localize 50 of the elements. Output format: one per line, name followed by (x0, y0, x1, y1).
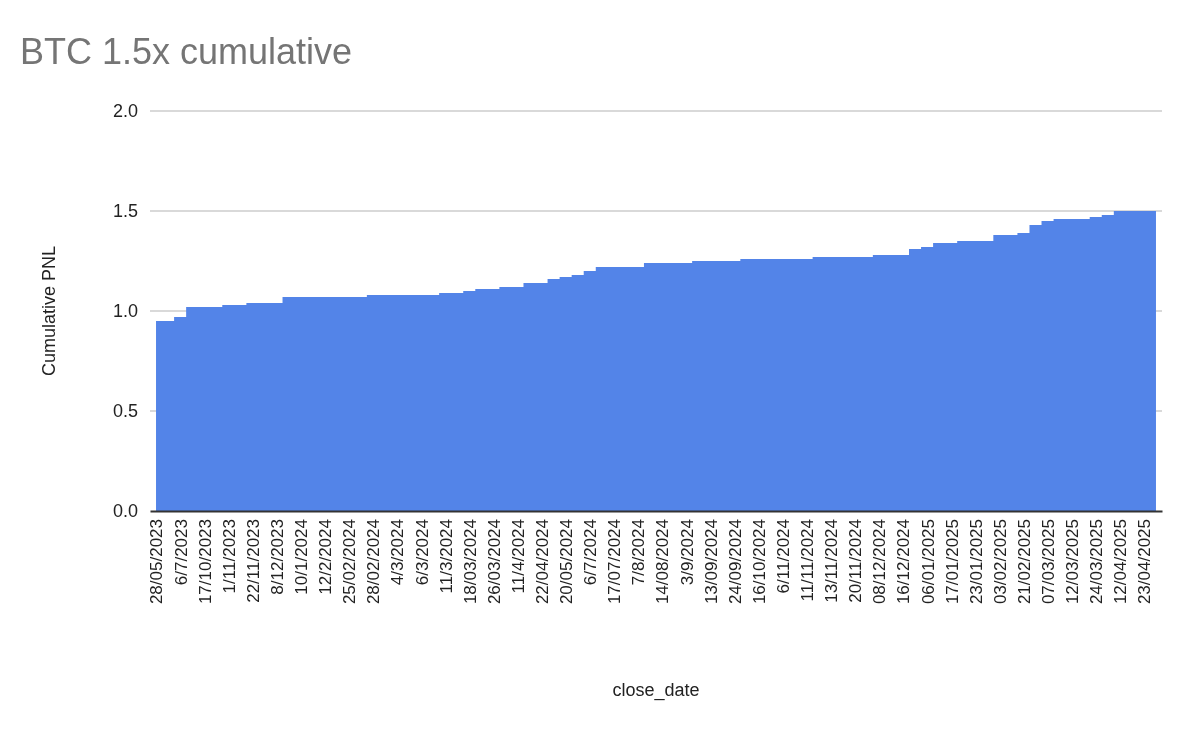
x-tick-label: 11/3/2024 (436, 519, 456, 594)
x-tick-label: 6/3/2024 (412, 519, 432, 586)
x-tick-label: 22/04/2024 (533, 519, 552, 605)
x-tick-label: 08/12/2024 (870, 519, 890, 605)
x-tick-label: 20/11/2024 (846, 519, 866, 603)
y-tick-label: 1.0 (112, 301, 138, 322)
x-tick-label: 11/11/2024 (798, 519, 818, 602)
y-tick-label: 1.5 (112, 201, 138, 222)
x-tick-label: 12/2/2024 (316, 519, 336, 595)
x-tick-label: 23/01/2025 (966, 519, 986, 605)
x-tick-label: 17/07/2024 (605, 519, 625, 605)
x-tick-label: 4/3/2024 (388, 519, 408, 586)
x-tick-label: 22/11/2023 (243, 519, 263, 603)
x-tick-label: 26/03/2024 (484, 519, 504, 605)
x-axis-title: close_date (612, 680, 700, 701)
y-axis-title: Cumulative PNL (39, 245, 59, 377)
x-tick-label: 13/09/2024 (701, 519, 721, 605)
x-tick-label: 6/7/2024 (581, 519, 601, 586)
x-tick-label: 21/02/2025 (1014, 519, 1034, 605)
x-tick-label: 3/9/2024 (677, 519, 697, 586)
y-tick-label: 0.5 (112, 401, 138, 422)
x-tick-label: 03/02/2025 (990, 519, 1010, 605)
x-tick-label: 7/8/2024 (629, 519, 649, 586)
x-tick-label: 07/03/2025 (1039, 519, 1058, 605)
x-tick-label: 24/09/2024 (725, 519, 745, 605)
x-tick-label: 17/01/2025 (942, 519, 962, 605)
x-tick-label: 17/10/2023 (195, 519, 215, 605)
x-tick-label: 11/4/2024 (508, 519, 528, 594)
x-tick-label: 06/01/2025 (918, 519, 938, 605)
x-tick-label: 16/10/2024 (749, 519, 769, 605)
y-tick-label: 0.0 (112, 501, 138, 522)
x-tick-label: 8/12/2023 (267, 519, 287, 595)
x-tick-label: 20/05/2024 (557, 519, 577, 605)
x-tick-label: 14/08/2024 (653, 519, 673, 605)
x-tick-label: 16/12/2024 (894, 519, 914, 605)
x-tick-label: 1/11/2023 (219, 519, 239, 594)
x-tick-label: 25/02/2024 (340, 519, 360, 605)
x-tick-label: 28/02/2024 (364, 519, 384, 605)
x-tick-label: 24/03/2025 (1087, 519, 1107, 605)
x-tick-label: 10/1/2024 (292, 519, 312, 595)
x-tick-label: 6/7/2023 (171, 519, 191, 586)
x-tick-label: 13/11/2024 (822, 519, 842, 603)
y-tick-label: 2.0 (112, 101, 138, 122)
x-tick-label: 6/11/2024 (773, 519, 793, 594)
x-tick-label: 28/05/2023 (147, 519, 167, 605)
x-tick-label: 12/03/2025 (1063, 519, 1083, 605)
chart-title: BTC 1.5x cumulative (20, 31, 353, 72)
x-tick-label: 23/04/2025 (1135, 519, 1155, 605)
x-tick-label: 18/03/2024 (460, 519, 480, 605)
x-tick-label: 12/04/2025 (1111, 519, 1131, 605)
